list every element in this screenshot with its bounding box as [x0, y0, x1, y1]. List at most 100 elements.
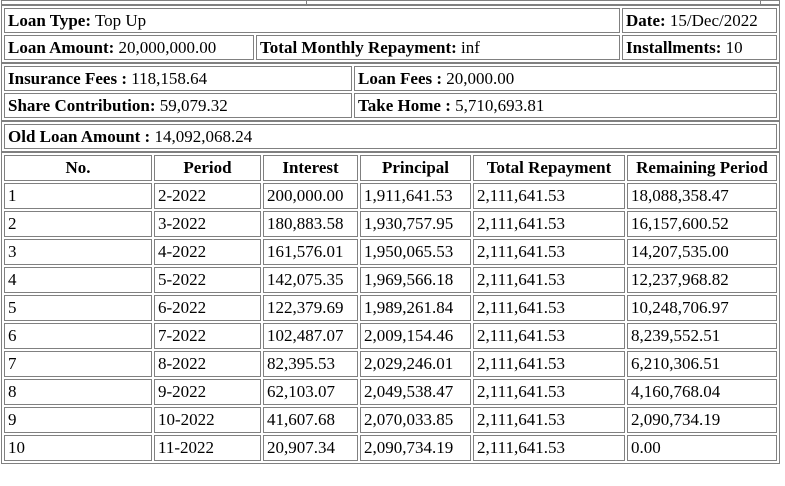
column-header: Total Repayment — [473, 155, 625, 181]
table-cell: 10,248,706.97 — [627, 295, 777, 321]
table-cell: 2,111,641.53 — [473, 295, 625, 321]
share-contribution-cell: Share Contribution: 59,079.32 — [4, 93, 352, 118]
table-cell: 1,911,641.53 — [360, 183, 471, 209]
loan-amount-label: Loan Amount: — [8, 37, 115, 57]
table-cell: 2,111,641.53 — [473, 239, 625, 265]
table-cell: 2,029,246.01 — [360, 351, 471, 377]
repayment-schedule-table: No. Period Interest Principal Total Repaymen… — [1, 152, 780, 464]
date-label: Date: — [626, 10, 666, 30]
table-cell: 6 — [4, 323, 152, 349]
table-cell: 20,907.34 — [263, 435, 358, 461]
table-cell: 18,088,358.47 — [627, 183, 777, 209]
column-header: Principal — [360, 155, 471, 181]
table-cell: 1 — [4, 183, 152, 209]
table-cell: 4-2022 — [154, 239, 261, 265]
table-cell: 2,070,033.85 — [360, 407, 471, 433]
table-cell: 1,930,757.95 — [360, 211, 471, 237]
installments-label: Installments: — [626, 37, 722, 57]
take-home-label: Take Home : — [358, 95, 451, 115]
table-cell: 5 — [4, 295, 152, 321]
table-row: Loan Type: Top Up Date: 15/Dec/2022 — [4, 8, 777, 33]
table-row: Loan Amount: 20,000,000.00 Total Monthly… — [4, 35, 777, 60]
table-cell: 6,210,306.51 — [627, 351, 777, 377]
schedule-header-row: No. Period Interest Principal Total Repaymen… — [4, 155, 777, 181]
take-home-value: 5,710,693.81 — [455, 95, 545, 115]
cutoff-cell-divider — [306, 1, 307, 4]
old-loan-amount-cell: Old Loan Amount : 14,092,068.24 — [4, 124, 777, 149]
table-cell: 2,111,641.53 — [473, 211, 625, 237]
table-cell: 82,395.53 — [263, 351, 358, 377]
table-cell: 3-2022 — [154, 211, 261, 237]
table-cell: 4 — [4, 267, 152, 293]
table-row: 3 4-2022 161,576.01 1,950,065.53 2,111,641.5… — [4, 239, 777, 265]
table-row: 1 2-2022 200,000.00 1,911,641.53 2,111,641.5… — [4, 183, 777, 209]
total-monthly-repayment-value: inf — [461, 37, 480, 57]
table-cell: 8,239,552.51 — [627, 323, 777, 349]
table-cell: 2 — [4, 211, 152, 237]
column-header: Period — [154, 155, 261, 181]
installments-cell: Installments: 10 — [622, 35, 777, 60]
loan-fees-label: Loan Fees : — [358, 68, 443, 88]
table-cell: 14,207,535.00 — [627, 239, 777, 265]
total-monthly-repayment-cell: Total Monthly Repayment: inf — [256, 35, 621, 60]
table-cell: 7 — [4, 351, 152, 377]
table-cell: 8 — [4, 379, 152, 405]
table-cell: 9 — [4, 407, 152, 433]
table-cell: 12,237,968.82 — [627, 267, 777, 293]
table-row: 6 7-2022 102,487.07 2,009,154.46 2,111,641.5… — [4, 323, 777, 349]
take-home-cell: Take Home : 5,710,693.81 — [354, 93, 777, 118]
loan-header-table: Loan Type: Top Up Date: 15/Dec/2022 Loan… — [1, 5, 780, 63]
table-cell: 62,103.07 — [263, 379, 358, 405]
table-row: Old Loan Amount : 14,092,068.24 — [4, 124, 777, 149]
table-cell: 8-2022 — [154, 351, 261, 377]
total-monthly-repayment-label: Total Monthly Repayment: — [260, 37, 457, 57]
table-cell: 2,049,538.47 — [360, 379, 471, 405]
table-cell: 5-2022 — [154, 267, 261, 293]
loan-fees-cell: Loan Fees : 20,000.00 — [354, 66, 777, 91]
insurance-fees-label: Insurance Fees : — [8, 68, 127, 88]
table-cell: 2,090,734.19 — [360, 435, 471, 461]
table-cell: 2,090,734.19 — [627, 407, 777, 433]
table-row: 8 9-2022 62,103.07 2,049,538.47 2,111,641.53… — [4, 379, 777, 405]
table-cell: 1,989,261.84 — [360, 295, 471, 321]
table-cell: 10-2022 — [154, 407, 261, 433]
table-cell: 10 — [4, 435, 152, 461]
table-cell: 142,075.35 — [263, 267, 358, 293]
table-cell: 2,111,641.53 — [473, 435, 625, 461]
date-value: 15/Dec/2022 — [669, 10, 758, 30]
table-row: Share Contribution: 59,079.32 Take Home … — [4, 93, 777, 118]
table-cell: 1,969,566.18 — [360, 267, 471, 293]
table-cell: 161,576.01 — [263, 239, 358, 265]
share-contribution-label: Share Contribution: — [8, 95, 156, 115]
table-row: 9 10-2022 41,607.68 2,070,033.85 2,111,641.5… — [4, 407, 777, 433]
cutoff-cell-divider — [1, 1, 2, 4]
insurance-fees-cell: Insurance Fees : 118,158.64 — [4, 66, 352, 91]
table-cell: 2,111,641.53 — [473, 323, 625, 349]
table-cell: 0.00 — [627, 435, 777, 461]
loan-type-label: Loan Type: — [8, 10, 91, 30]
loan-amount-value: 20,000,000.00 — [118, 37, 217, 57]
table-cell: 122,379.69 — [263, 295, 358, 321]
table-cell: 9-2022 — [154, 379, 261, 405]
loan-amount-cell: Loan Amount: 20,000,000.00 — [4, 35, 254, 60]
old-loan-amount-label: Old Loan Amount : — [8, 126, 151, 146]
table-cell: 3 — [4, 239, 152, 265]
table-cell: 180,883.58 — [263, 211, 358, 237]
column-header: Remaining Period — [627, 155, 777, 181]
table-cell: 2,009,154.46 — [360, 323, 471, 349]
fees-table: Insurance Fees : 118,158.64 Loan Fees : … — [1, 63, 780, 121]
cutoff-cell-divider — [779, 1, 780, 4]
date-cell: Date: 15/Dec/2022 — [622, 8, 777, 33]
table-cell: 1,950,065.53 — [360, 239, 471, 265]
old-loan-table: Old Loan Amount : 14,092,068.24 — [1, 121, 780, 152]
loan-type-cell: Loan Type: Top Up — [4, 8, 621, 33]
column-header: Interest — [263, 155, 358, 181]
table-cell: 41,607.68 — [263, 407, 358, 433]
table-cell: 2,111,641.53 — [473, 351, 625, 377]
table-cell: 2,111,641.53 — [473, 379, 625, 405]
table-cell: 7-2022 — [154, 323, 261, 349]
table-cell: 2,111,641.53 — [473, 183, 625, 209]
loan-fees-value: 20,000.00 — [446, 68, 515, 88]
table-cell: 2,111,641.53 — [473, 267, 625, 293]
